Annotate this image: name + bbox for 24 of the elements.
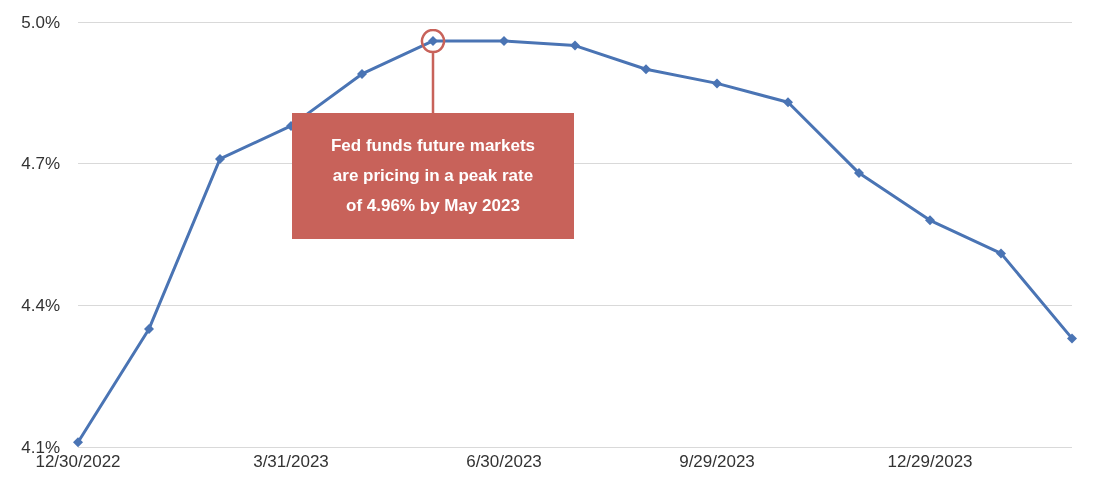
y-tick-label: 4.4% bbox=[21, 295, 60, 315]
point bbox=[144, 323, 154, 334]
point bbox=[215, 153, 225, 164]
x-tick-label: 9/29/2023 bbox=[679, 452, 755, 471]
point bbox=[712, 78, 722, 89]
point bbox=[996, 248, 1006, 259]
x-tick-label: 3/31/2023 bbox=[253, 452, 329, 471]
callout: Fed funds future markets are pricing in a peak rate of 4.96% by May 2023 bbox=[292, 28, 574, 239]
point bbox=[73, 437, 83, 448]
x-tick-label: 6/30/2023 bbox=[466, 452, 542, 471]
y-tick-label: 4.7% bbox=[21, 154, 60, 174]
point bbox=[570, 40, 580, 51]
annotation: Fed funds future markets are pricing in a peak rate of 4.96% by May 2023 bbox=[292, 112, 574, 239]
x-tick-label: 12/30/2022 bbox=[35, 452, 121, 471]
x-tick-label: 12/29/2023 bbox=[887, 452, 973, 471]
point bbox=[783, 97, 793, 108]
y-tick-label: 5.0% bbox=[21, 12, 60, 32]
point bbox=[499, 35, 509, 46]
point bbox=[1067, 333, 1077, 344]
point bbox=[854, 168, 864, 179]
point bbox=[357, 68, 367, 79]
point bbox=[428, 35, 438, 46]
point bbox=[641, 64, 651, 75]
point bbox=[925, 215, 935, 226]
